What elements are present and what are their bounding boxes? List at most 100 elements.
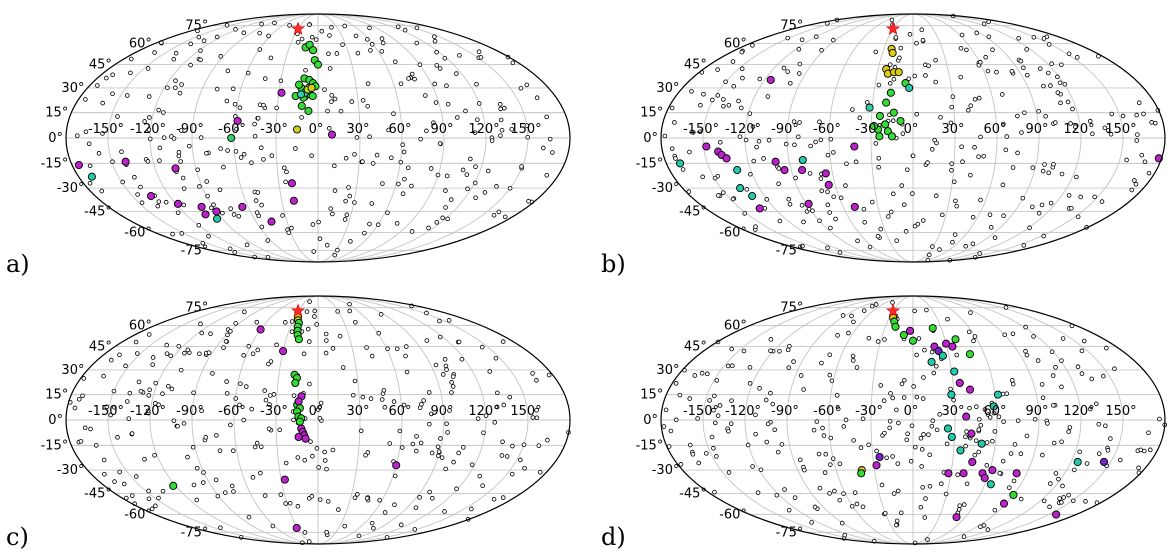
background-source-point	[910, 153, 916, 159]
background-source-point	[227, 246, 233, 252]
highlighted-source-point	[804, 199, 813, 208]
background-source-point	[281, 165, 287, 171]
background-source-point	[136, 379, 142, 385]
background-source-point	[1066, 492, 1071, 498]
background-source-point	[229, 483, 235, 489]
background-source-point	[792, 495, 798, 500]
background-source-point	[330, 447, 336, 453]
longitude-tick-label: -90°	[176, 404, 204, 419]
highlighted-source-point	[948, 342, 957, 351]
background-source-point	[233, 27, 238, 32]
background-source-point	[1001, 213, 1006, 219]
background-source-point	[887, 425, 892, 431]
longitude-tick-label: 0°	[904, 122, 919, 137]
background-source-point	[437, 334, 443, 340]
background-source-point	[286, 230, 292, 235]
background-source-point	[901, 395, 907, 400]
background-source-point	[956, 507, 962, 512]
background-source-point	[332, 252, 338, 258]
background-source-point	[329, 99, 334, 104]
highlighted-source-point	[875, 452, 884, 462]
background-source-point	[397, 428, 403, 434]
background-source-point	[350, 392, 356, 398]
background-source-point	[119, 149, 124, 154]
background-source-point	[426, 390, 432, 395]
background-source-point	[305, 326, 311, 332]
background-source-point	[951, 397, 956, 403]
background-source-point	[475, 416, 481, 421]
background-source-point	[274, 105, 279, 111]
background-source-point	[129, 493, 135, 498]
background-source-point	[1031, 334, 1036, 339]
highlighted-source-point	[675, 159, 685, 168]
background-source-point	[108, 412, 113, 418]
background-source-point	[307, 339, 312, 344]
background-source-point	[431, 120, 436, 126]
background-source-point	[363, 452, 368, 458]
background-source-point	[955, 472, 960, 478]
background-source-point	[289, 329, 295, 335]
background-source-point	[761, 156, 766, 161]
highlighted-source-point	[736, 184, 745, 193]
background-source-point	[923, 73, 928, 78]
background-source-point	[971, 338, 976, 344]
background-source-point	[1101, 373, 1106, 379]
background-source-point	[451, 459, 456, 465]
background-source-point	[882, 337, 887, 342]
background-source-point	[445, 216, 450, 222]
background-source-point	[469, 462, 475, 468]
background-source-point	[715, 67, 720, 72]
background-source-point	[444, 421, 449, 427]
background-source-point	[379, 36, 385, 41]
background-source-point	[968, 310, 973, 315]
background-source-point	[209, 205, 214, 211]
background-source-point	[307, 381, 312, 387]
background-source-point	[530, 415, 536, 420]
background-source-point	[785, 69, 790, 74]
background-source-point	[307, 299, 312, 304]
background-source-point	[1120, 113, 1126, 119]
background-source-point	[775, 449, 781, 455]
background-source-point	[887, 62, 893, 67]
background-source-point	[1039, 202, 1045, 208]
highlighted-source-point	[865, 103, 874, 112]
background-source-point	[478, 55, 484, 60]
background-source-point	[1037, 66, 1043, 71]
background-source-point	[449, 390, 454, 395]
background-source-point	[776, 166, 782, 171]
background-source-point	[1073, 124, 1078, 130]
background-source-point	[299, 36, 305, 42]
longitude-tick-label: 120°	[1063, 122, 1094, 137]
background-source-point	[392, 473, 398, 479]
background-source-point	[502, 105, 507, 111]
background-source-point	[1070, 106, 1075, 112]
highlighted-source-point	[947, 432, 956, 442]
background-source-point	[483, 413, 489, 418]
background-source-point	[494, 404, 500, 410]
background-source-point	[180, 175, 186, 181]
background-source-point	[714, 454, 719, 459]
highlighted-source-point	[905, 83, 914, 92]
background-source-point	[309, 34, 315, 40]
background-source-point	[322, 449, 327, 455]
background-source-point	[473, 195, 478, 201]
background-source-point	[1030, 165, 1036, 170]
background-source-point	[943, 491, 949, 497]
background-source-point	[891, 491, 897, 496]
background-source-point	[976, 416, 982, 422]
background-source-point	[744, 187, 750, 192]
background-source-point	[828, 462, 833, 467]
background-source-point	[412, 527, 418, 532]
background-source-point	[121, 481, 127, 487]
background-source-point	[465, 186, 470, 192]
background-source-point	[729, 346, 734, 352]
highlighted-source-point	[146, 192, 156, 201]
background-source-point	[335, 247, 340, 253]
background-source-point	[966, 329, 972, 335]
background-source-point	[1049, 61, 1054, 67]
background-source-point	[110, 159, 115, 165]
highlighted-source-point	[309, 46, 318, 55]
background-source-point	[501, 402, 507, 408]
background-source-point	[931, 370, 937, 376]
background-source-point	[156, 495, 161, 501]
